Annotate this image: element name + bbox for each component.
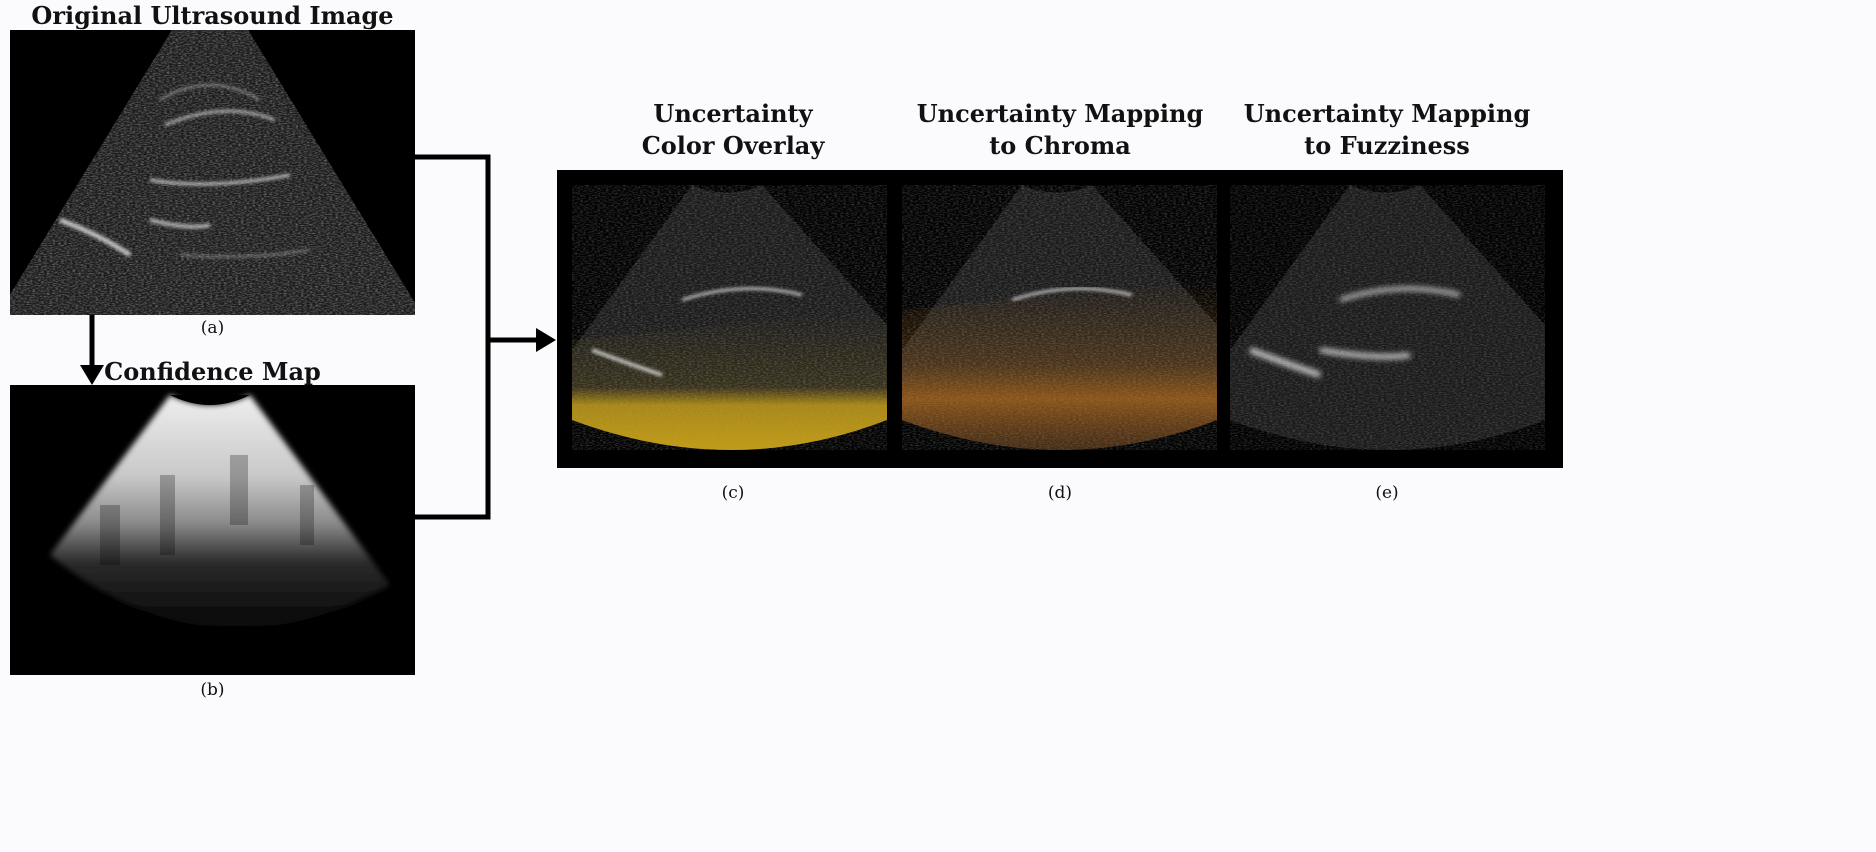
uncertainty-color-overlay-image [572, 185, 887, 450]
uncertainty-fuzziness-title: Uncertainty Mapping to Fuzziness [1243, 99, 1531, 160]
confidence-map-image [10, 385, 415, 675]
arrow-right-head [536, 328, 556, 352]
uncertainty-color-overlay-title: Uncertainty Color Overlay [641, 99, 825, 160]
caption-b: (b) [200, 680, 225, 700]
uncertainty-visualization-strip [557, 170, 1563, 468]
uncertainty-chroma-title: Uncertainty Mapping to Chroma [916, 99, 1204, 160]
caption-c: (c) [721, 483, 745, 503]
uncertainty-chroma-image [902, 185, 1217, 450]
caption-a: (a) [200, 318, 225, 338]
caption-d: (d) [1047, 483, 1073, 503]
original-ultrasound-image [10, 30, 415, 315]
original-ultrasound-title: Original Ultrasound Image [31, 1, 394, 30]
caption-e: (e) [1375, 483, 1399, 503]
uncertainty-fuzziness-image [1230, 185, 1545, 450]
arrow-down-head [80, 365, 104, 385]
confidence-map-title: Confidence Map [104, 357, 321, 386]
